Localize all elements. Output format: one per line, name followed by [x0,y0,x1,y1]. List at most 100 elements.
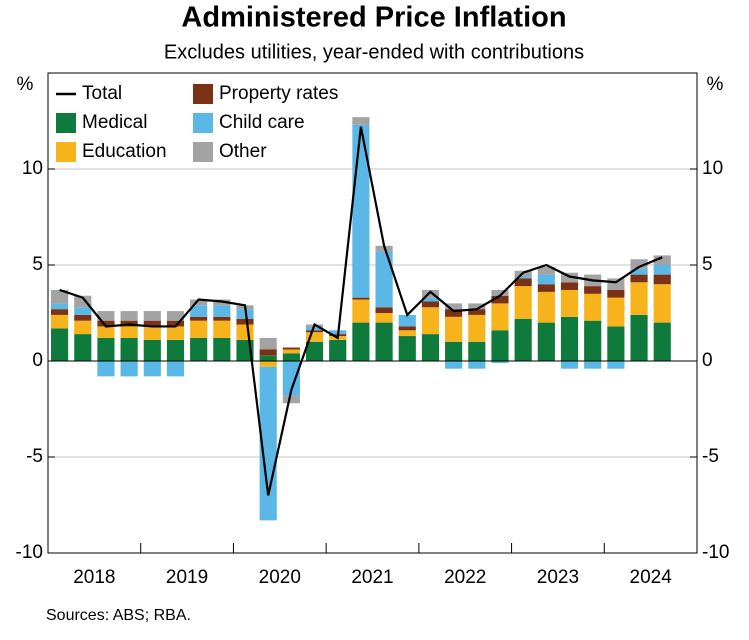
bar-segment [560,361,579,369]
bar-segment [421,297,440,302]
x-tick-label: 2023 [537,567,579,588]
bar-segment [398,314,416,327]
bar-segment [120,337,138,361]
bar-segment [143,339,161,361]
bar-segment [190,337,208,361]
y-tick-label: 0 [32,350,43,371]
bar-segment [143,361,161,377]
bar-segment [213,305,231,317]
bar-segment [143,311,161,321]
bar-segment [213,320,231,338]
bar-segment [51,303,69,310]
bar-segment [468,314,486,342]
bar-segment [51,289,69,304]
bar-segment [630,259,648,269]
bar-segment [236,324,254,340]
bar-segment [607,326,625,361]
bar-segment [190,316,208,321]
bar-segment [51,328,69,361]
bar-segment [259,349,277,356]
y-unit: % [17,74,34,95]
bar-segment [630,282,648,315]
y2-tick-label: 5 [702,254,713,275]
bar-segment [421,289,440,298]
bar-segment [51,314,69,329]
bar-segment [607,361,625,369]
bar-segment [607,278,625,290]
bar-segment [630,268,648,275]
legend-label: Total [82,83,122,104]
bar-segment [398,326,416,331]
bar-segment [630,314,648,361]
bar-segment [514,286,532,319]
bar-segment [584,286,602,294]
legend-label: Education [82,141,167,162]
bar-segment [398,336,416,361]
bar-segment [51,309,69,315]
bar-segment [468,361,486,369]
bar-segment [445,316,463,342]
bar-segment [375,322,393,361]
bar-segment [97,337,115,361]
y-tick-label: -10 [16,542,43,563]
bar-segment [305,330,324,333]
bar-segment [514,318,532,361]
bar-segment [537,284,555,292]
bar-segment [143,320,161,327]
bar-segment [190,320,208,338]
bar-segment [514,276,532,279]
bar-segment [74,307,92,315]
x-tick-label: 2021 [351,567,393,588]
bar-segment [97,361,115,377]
bar-segment [584,320,602,361]
bar-segment [607,289,625,298]
legend-swatch [56,113,76,133]
bar-segment [213,337,231,361]
bar-segment [445,303,463,310]
bar-segment [537,274,555,285]
legend-label: Property rates [219,83,338,104]
bar-segment [445,361,463,369]
bar-segment [282,361,300,396]
bar-segment [305,332,324,342]
legend-swatch [193,113,213,133]
bar-segment [236,318,254,325]
bar-segment [653,265,671,275]
bar-segment [97,326,115,338]
bar-segment [421,301,440,308]
bar-segment [445,341,463,361]
bar-segment [445,309,463,317]
y2-tick-label: -10 [702,542,729,563]
bar-segment [468,341,486,361]
bar-segment [584,293,602,321]
legend-swatch [56,142,76,162]
plot-frame [47,72,698,554]
legend-swatch [193,142,213,162]
total-line [59,126,663,496]
bar-segment [166,320,185,327]
bar-segment [375,313,393,323]
x-tick-label: 2020 [259,567,301,588]
bar-segment [352,299,370,323]
bar-segment [537,291,555,323]
bar-segment [166,361,185,377]
legend-label: Medical [82,112,147,133]
bar-segment [282,353,300,361]
bar-segment [305,326,324,331]
bar-segment [375,307,393,313]
bar-segment [491,303,509,331]
chart-subtitle: Excludes utilities, year-ended with cont… [164,41,584,63]
bar-segment [653,284,671,323]
bar-segment [560,316,579,361]
y2-unit: % [707,74,724,95]
bar-segment [560,289,579,317]
bar-segment [491,361,509,363]
bar-segment [74,314,92,321]
bar-segment [97,311,115,321]
y2-tick-label: 10 [702,158,723,179]
x-tick-label: 2019 [166,567,208,588]
bar-segment [120,361,138,377]
bar-segment [537,322,555,361]
bar-segment [352,297,370,300]
